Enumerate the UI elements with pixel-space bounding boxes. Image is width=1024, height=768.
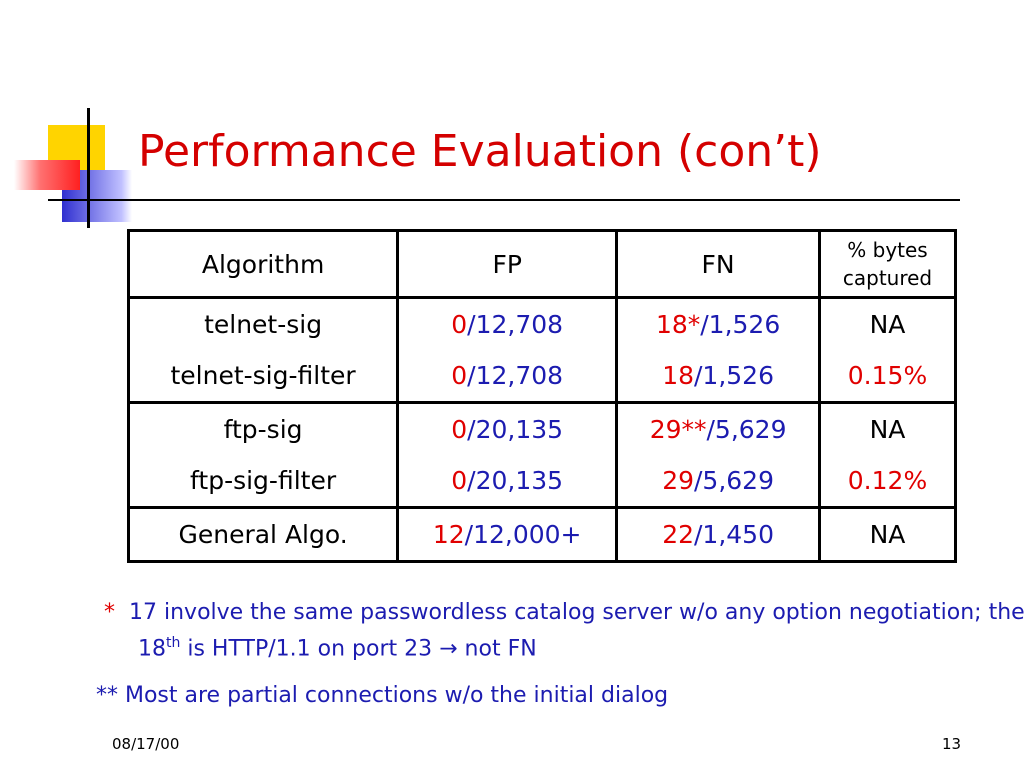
text-run: th (166, 635, 181, 651)
table-cell: 0/12,708 (396, 350, 619, 403)
footnote: ** Most are partial connections w/o the … (96, 680, 668, 711)
table-cell: ftp-sig (126, 402, 400, 455)
table-cell: NA (818, 297, 957, 350)
text-run: 18* (655, 310, 701, 339)
text-run: /20,135 (467, 466, 564, 495)
table-row: General Algo. 12/12,000+ 22/1,450 NA (126, 507, 957, 562)
text-run: /5,629 (706, 415, 787, 444)
text-run: /5,629 (694, 466, 774, 495)
text-run: 0 (451, 466, 468, 495)
header-cell: FN (615, 229, 821, 299)
text-run: 18 (662, 361, 694, 390)
table-cell: 0.15% (818, 350, 957, 403)
text-run: /12,708 (467, 310, 564, 339)
text-run: telnet-sig-filter (170, 361, 356, 390)
text-run: General Algo. (178, 520, 348, 549)
text-run: 29** (649, 415, 707, 444)
text-run: * (104, 600, 115, 625)
text-run: /20,135 (467, 415, 564, 444)
table-cell: ftp-sig-filter (126, 455, 400, 508)
text-run: 0 (451, 361, 468, 390)
text-run: 17 involve the same passwordless catalog… (129, 600, 1024, 662)
text-run: 12 (432, 520, 465, 549)
table-cell: telnet-sig-filter (126, 350, 400, 403)
table-cell: 29/5,629 (615, 455, 821, 508)
text-run: /1,526 (694, 361, 774, 390)
header-cell: % bytes captured (818, 229, 957, 299)
text-run: /12,708 (467, 361, 564, 390)
table-cell: 0/20,135 (396, 402, 619, 455)
footnote: * 17 involve the same passwordless catalo… (104, 597, 1024, 664)
table-row: telnet-sig-filter 0/12,708 18/1,526 0.15% (126, 350, 957, 403)
text-run: not FN (457, 636, 537, 662)
table-cell: 0.12% (818, 455, 957, 508)
text-run: 22 (662, 520, 694, 549)
row-group: telnet-sig 0/12,708 18*/1,526 NA telnet-sig-… (126, 297, 957, 403)
results-table: Algorithm FP FN% bytes captured telnet-sig 0… (126, 229, 957, 563)
text-run: ftp-sig-filter (190, 466, 337, 495)
table-cell: General Algo. (126, 507, 400, 562)
deco-red (14, 160, 80, 190)
text-run: /1,526 (700, 310, 781, 339)
text-run: is HTTP/1.1 on port 23 (180, 636, 440, 662)
text-run: 0.12% (847, 466, 928, 495)
text-run: ftp-sig (223, 415, 303, 444)
page-number: 13 (942, 735, 962, 753)
table-row: ftp-sig 0/20,135 29**/5,629 NA (126, 402, 957, 455)
table-header: Algorithm FP FN% bytes captured (126, 229, 957, 299)
table-cell: telnet-sig (126, 297, 400, 350)
text-run: NA (869, 520, 906, 549)
table-cell: 18*/1,526 (615, 297, 821, 350)
table-cell: 22/1,450 (615, 507, 821, 562)
text-run: /1,450 (694, 520, 774, 549)
text-run: NA (869, 415, 906, 444)
footer-date: 08/17/00 (112, 735, 180, 753)
header-row: Algorithm FP FN% bytes captured (126, 229, 957, 299)
table-cell: NA (818, 507, 957, 562)
slide-title: Performance Evaluation (con’t) (138, 126, 822, 177)
table-cell: NA (818, 402, 957, 455)
text-run: 0 (451, 415, 468, 444)
text-run: → (439, 636, 458, 662)
table-row: ftp-sig-filter 0/20,135 29/5,629 0.12% (126, 455, 957, 508)
text-run: NA (869, 310, 906, 339)
text-run: 29 (662, 466, 694, 495)
table-cell: 12/12,000+ (396, 507, 619, 562)
table-cell: 0/20,135 (396, 455, 619, 508)
text-run: ** Most are partial connections w/o the … (96, 683, 669, 708)
deco-vline (87, 108, 90, 228)
table-cell: 0/12,708 (396, 297, 619, 350)
row-group: ftp-sig 0/20,135 29**/5,629 NA ftp-sig-filte… (126, 402, 957, 508)
text-run: 0 (451, 310, 468, 339)
table-cell: 18/1,526 (615, 350, 821, 403)
table-cell: 29**/5,629 (615, 402, 821, 455)
table-row: telnet-sig 0/12,708 18*/1,526 NA (126, 297, 957, 350)
title-rule (48, 199, 960, 201)
text-run: telnet-sig (204, 310, 323, 339)
text-run: 0.15% (847, 361, 928, 390)
header-cell: FP (396, 229, 619, 299)
row-group: General Algo. 12/12,000+ 22/1,450 NA (126, 507, 957, 562)
text-run: /12,000+ (464, 520, 582, 549)
header-cell: Algorithm (126, 229, 400, 299)
